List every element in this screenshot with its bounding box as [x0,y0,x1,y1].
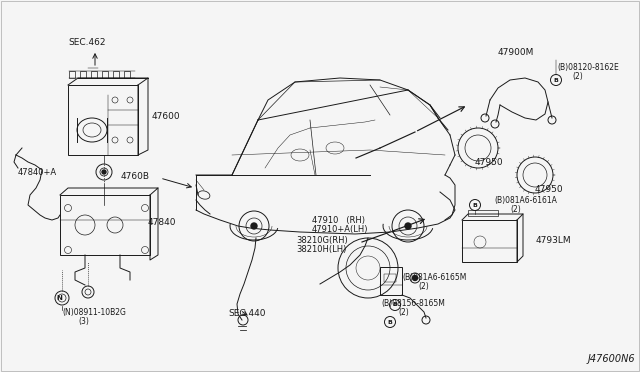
Text: (N)08911-10B2G: (N)08911-10B2G [62,308,126,317]
Text: 47950: 47950 [475,158,504,167]
Text: B: B [472,202,477,208]
Text: N: N [56,295,62,301]
Text: (B)08120-8162E: (B)08120-8162E [557,63,619,72]
Circle shape [413,276,417,280]
Text: SEC.462: SEC.462 [68,38,106,47]
Text: (B)081A6-6161A: (B)081A6-6161A [494,196,557,205]
Bar [102,71,108,78]
Circle shape [102,170,106,174]
Text: (2): (2) [398,308,409,317]
Bar [68,85,138,155]
Text: B: B [554,77,559,83]
Text: 47840: 47840 [148,218,177,227]
Text: 38210G(RH): 38210G(RH) [296,236,348,245]
Text: (2): (2) [418,282,429,291]
Text: 38210H(LH): 38210H(LH) [296,245,346,254]
Text: 4793LM: 4793LM [536,236,572,245]
Bar [380,267,402,295]
Text: 47910+A(LH): 47910+A(LH) [312,225,369,234]
Circle shape [251,223,257,229]
Bar [384,274,396,282]
Text: J47600N6: J47600N6 [588,354,635,364]
Text: 47950: 47950 [535,185,564,194]
Text: 47910   (RH): 47910 (RH) [312,216,365,225]
Text: 47840+A: 47840+A [18,168,57,177]
Text: SEC.440: SEC.440 [228,309,266,318]
Text: 4760B: 4760B [121,172,150,181]
Text: (B)08156-8165M: (B)08156-8165M [381,299,445,308]
Bar [124,71,130,78]
Text: 47600: 47600 [152,112,180,121]
Bar [462,220,517,262]
Bar [113,71,119,78]
Bar [60,195,150,255]
Circle shape [405,223,411,229]
Bar [69,71,75,78]
Bar [468,210,498,216]
Text: 47900M: 47900M [498,48,534,57]
Text: (3): (3) [78,317,89,326]
Text: B: B [392,302,397,308]
Text: (2): (2) [510,205,521,214]
Text: B: B [388,320,392,324]
Text: (2): (2) [572,72,583,81]
Text: (B)081A6-6165M: (B)081A6-6165M [402,273,467,282]
Bar [80,71,86,78]
Bar [91,71,97,78]
